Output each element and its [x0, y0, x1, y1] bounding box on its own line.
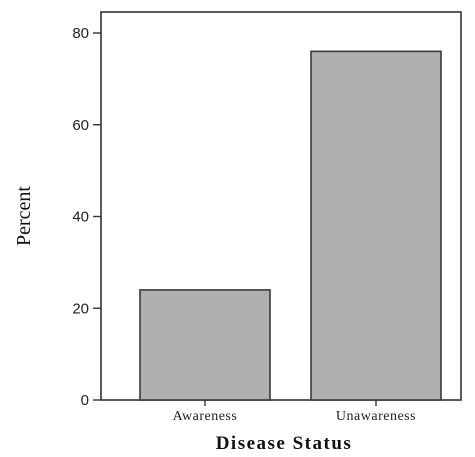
y-tick-label: 0 — [81, 392, 89, 409]
x-tick-label: Unawareness — [336, 409, 416, 424]
bar-awareness — [139, 289, 271, 401]
y-tick-label: 60 — [72, 117, 89, 134]
bars — [139, 50, 442, 401]
y-tick-label: 20 — [72, 300, 89, 317]
x-tick-label: Awareness — [173, 409, 238, 424]
plot-frame — [100, 11, 462, 401]
y-tick-label: 40 — [72, 209, 89, 226]
bar-unawareness — [310, 50, 442, 401]
plot-area — [100, 11, 462, 401]
x-axis-categories: Awareness Unawareness — [173, 400, 416, 424]
y-axis-title: Percent — [13, 186, 35, 246]
y-axis-ticks: 0 20 40 60 80 — [72, 25, 101, 409]
y-tick-label: 80 — [72, 25, 89, 42]
x-axis-title: Disease Status — [216, 433, 353, 454]
